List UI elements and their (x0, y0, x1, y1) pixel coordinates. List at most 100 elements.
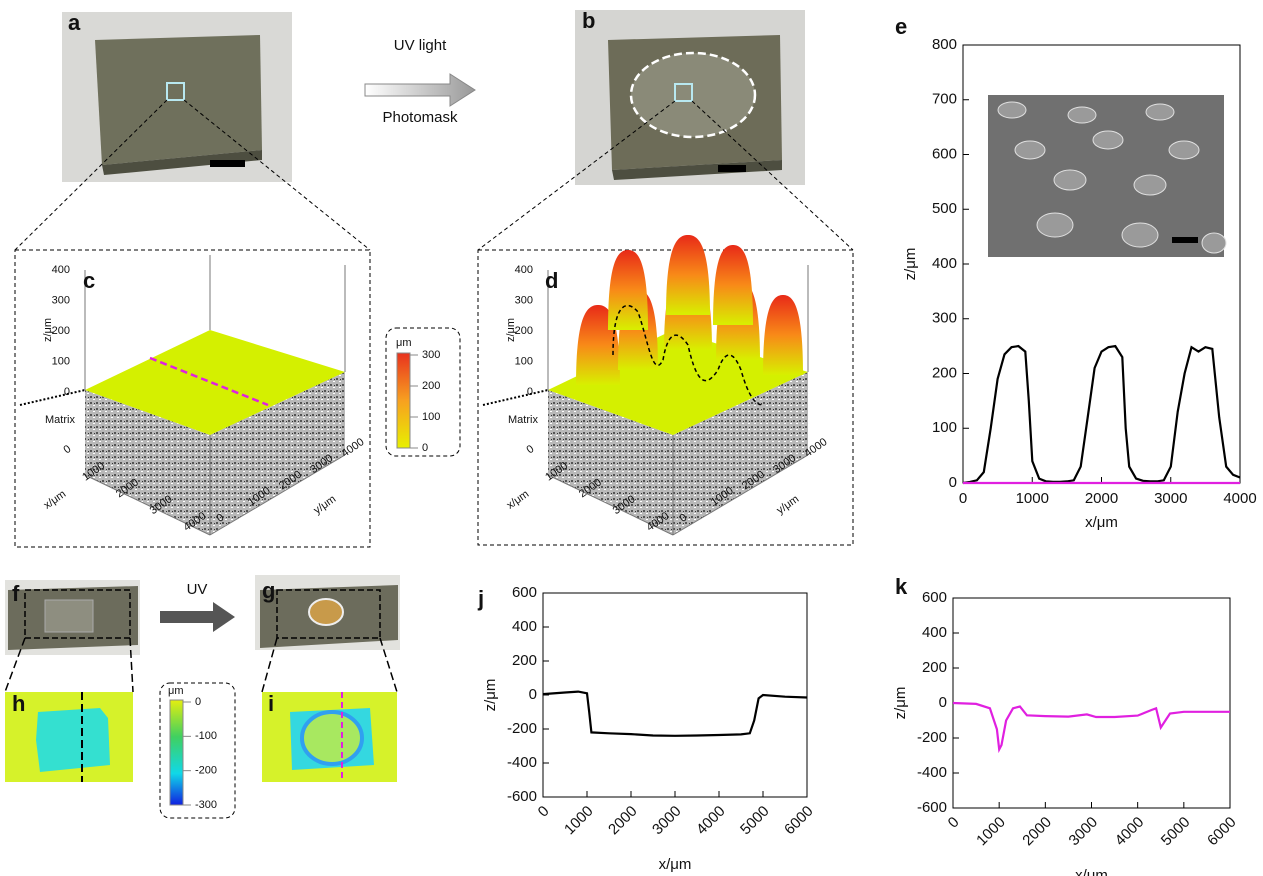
x-tick-label: 3000 (649, 803, 685, 839)
line-series (953, 703, 1230, 749)
y-axis-label: y/μm (775, 493, 802, 517)
x-tick-label: 0 (535, 803, 553, 821)
colorbar-tick-label: 0 (195, 696, 201, 708)
panel-label: d (545, 268, 558, 293)
arrow-label: Photomask (382, 109, 458, 126)
x-tick-label: 5000 (1158, 814, 1194, 850)
y-tick-label: -600 (507, 788, 537, 805)
photo-a (62, 12, 292, 182)
axis-line (20, 390, 85, 405)
x-tick-label: 1000 (561, 803, 597, 839)
colorbar-tick-label: -200 (195, 765, 217, 777)
z-tick-label: 0 (527, 386, 533, 398)
y-tick-label: 600 (922, 589, 947, 606)
line-series (963, 346, 1240, 483)
y-axis-label: z/μm (892, 687, 909, 720)
y-tick-label: 0 (529, 686, 537, 703)
y-tick-label: 600 (512, 584, 537, 601)
axis-line (483, 390, 548, 405)
panel-label: a (68, 10, 81, 35)
z-tick-label: 200 (52, 325, 70, 337)
plot-frame (953, 598, 1230, 808)
y-axis-label: y/μm (312, 493, 339, 517)
y-axis-label: z/μm (902, 248, 919, 281)
arrow (365, 74, 475, 106)
colorbar-unit: μm (396, 337, 412, 349)
colorbar (170, 700, 183, 805)
z-tick-label: 0 (64, 386, 70, 398)
y-tick-label: 200 (932, 364, 957, 381)
bump (763, 295, 803, 375)
z-axis-label: z/μm (42, 318, 54, 342)
photo-f (5, 580, 140, 655)
sem-inset (988, 95, 1226, 257)
z-tick-label: 100 (52, 355, 70, 367)
colorbar-tick-label: 100 (422, 411, 440, 423)
arrow-label: UV light (394, 37, 447, 54)
x-tick-label: 1000 (1016, 490, 1049, 507)
y-tick-label: 400 (932, 255, 957, 272)
matrix-label: Matrix (508, 414, 538, 426)
panel-label: h (12, 691, 25, 716)
panel-label: b (582, 8, 595, 33)
colorbar-unit: μm (168, 685, 184, 697)
z-axis-label: z/μm (505, 318, 517, 342)
x-tick-label: 4000 (1112, 814, 1148, 850)
x-tick-label: 6000 (1204, 814, 1240, 850)
x-axis-label: x/μm (1085, 514, 1118, 531)
y-tick-label: 0 (939, 694, 947, 711)
y-tick-label: -400 (917, 764, 947, 781)
y-tick-label: -200 (917, 729, 947, 746)
map-i (262, 692, 397, 782)
y-tick-label: 500 (932, 200, 957, 217)
arrow-label: UV (187, 581, 208, 598)
z-tick-label: 400 (52, 264, 70, 276)
x-axis-label: x/μm (659, 856, 692, 873)
colorbar-tick-label: 0 (422, 442, 428, 454)
z-tick-label: 400 (515, 264, 533, 276)
x-tick-label: 3000 (1066, 814, 1102, 850)
colorbar-tick-label: 300 (422, 349, 440, 361)
panel-label: i (268, 691, 274, 716)
colorbar (397, 353, 410, 448)
y-tick-label: -600 (917, 799, 947, 816)
panel-label: f (12, 581, 20, 606)
y-tick-label: 200 (512, 652, 537, 669)
line-series (543, 692, 807, 736)
colorbar-tick-label: -100 (195, 730, 217, 742)
y-axis-label: z/μm (482, 679, 499, 712)
z-tick-label: 100 (515, 355, 533, 367)
x-tick-label: 2000 (605, 803, 641, 839)
y-tick-label: -400 (507, 754, 537, 771)
x-tick-label: 5000 (737, 803, 773, 839)
y-tick-label: 400 (922, 624, 947, 641)
x-tick-label: 0 (61, 443, 73, 456)
arrow (160, 602, 235, 632)
x-tick-label: 3000 (1154, 490, 1187, 507)
y-tick-label: 300 (932, 310, 957, 327)
x-tick-label: 4000 (1223, 490, 1256, 507)
x-tick-label: 4000 (693, 803, 729, 839)
x-tick-label: 0 (945, 814, 963, 832)
y-tick-label: 700 (932, 91, 957, 108)
bump (713, 245, 753, 325)
x-axis-label: x/μm (1075, 867, 1108, 876)
x-axis-label: x/μm (42, 488, 69, 512)
y-tick-label: 800 (932, 36, 957, 53)
panel-label: k (895, 574, 908, 599)
colorbar-tick-label: 200 (422, 380, 440, 392)
photo-b (575, 10, 805, 185)
bump (608, 250, 648, 330)
z-tick-label: 300 (52, 294, 70, 306)
z-tick-label: 200 (515, 325, 533, 337)
z-tick-label: 300 (515, 294, 533, 306)
y-tick-label: 400 (512, 618, 537, 635)
x-tick-label: 0 (959, 490, 967, 507)
x-tick-label: 0 (524, 443, 536, 456)
x-tick-label: 2000 (1085, 490, 1118, 507)
panel-label: g (262, 578, 275, 603)
